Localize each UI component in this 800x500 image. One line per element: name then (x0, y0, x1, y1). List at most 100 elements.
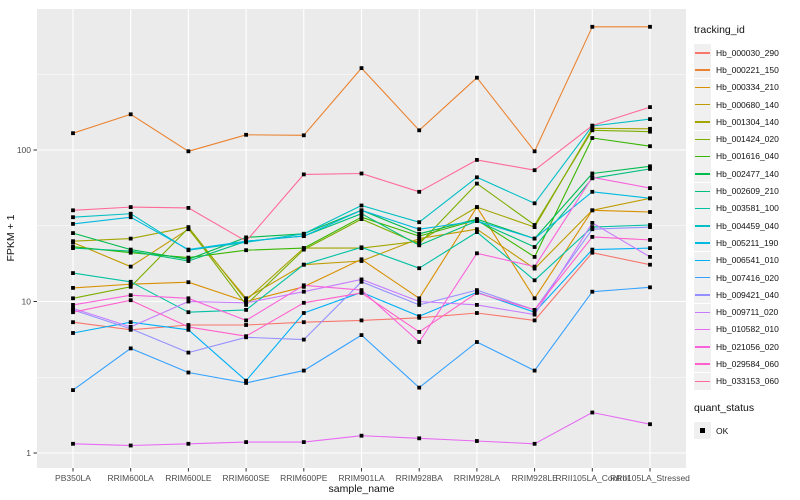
data-point (532, 318, 537, 323)
data-point (244, 303, 248, 307)
x-tick-labels: PB350LA RRIM600LA RRIM600LE RRIM600SE RRIM60… (55, 473, 690, 483)
data-point (186, 206, 191, 210)
x-tick-label: RRIM928LA (454, 473, 501, 483)
data-point (244, 132, 248, 137)
legend-key (694, 234, 711, 252)
data-point (648, 238, 652, 242)
data-point (359, 245, 364, 250)
data-point (475, 340, 479, 344)
data-point (186, 310, 191, 315)
data-point (417, 436, 422, 441)
data-point (128, 205, 133, 209)
data-point (359, 433, 364, 438)
data-point (648, 167, 652, 171)
legend-item-label: Hb_010582_010 (716, 324, 779, 335)
legend-line-swatch-icon (695, 294, 710, 296)
legend-item-label: Hb_000030_290 (716, 47, 779, 58)
data-point (590, 24, 595, 29)
data-point (532, 225, 537, 229)
data-point (71, 215, 75, 220)
legend-key (694, 372, 711, 390)
data-point (244, 239, 248, 244)
data-point (71, 320, 75, 325)
data-point (128, 211, 133, 216)
legend-line-swatch-icon (695, 138, 710, 141)
data-point (301, 368, 306, 373)
data-point (301, 320, 306, 325)
data-point (417, 231, 422, 236)
legend-item-Hb_005211_190: Hb_005211_190 (694, 234, 800, 252)
data-point (590, 189, 595, 194)
data-point (590, 208, 595, 213)
data-point (648, 210, 652, 214)
legend-item-Hb_001304_140: Hb_001304_140 (694, 113, 800, 131)
legend-line-swatch-icon (695, 277, 710, 279)
x-axis-title: sample_name (328, 483, 395, 495)
data-point (475, 227, 479, 232)
data-point (417, 227, 422, 232)
data-point (475, 75, 479, 80)
data-point (532, 255, 537, 259)
legend-key (694, 96, 711, 114)
data-point (301, 283, 306, 288)
data-point (417, 330, 422, 334)
data-point (648, 24, 652, 29)
legend-item-Hb_000030_290: Hb_000030_290 (694, 44, 800, 62)
data-point (417, 303, 422, 307)
data-point (301, 300, 306, 305)
legend-item-Hb_007416_020: Hb_007416_020 (694, 269, 800, 286)
data-point (532, 368, 537, 373)
data-point (71, 239, 75, 244)
legend-item-label: Hb_000680_140 (716, 99, 779, 110)
data-point (186, 350, 191, 355)
data-point (590, 227, 595, 232)
data-point (590, 289, 595, 294)
legend-key (694, 338, 711, 356)
legend-item-Hb_000221_150: Hb_000221_150 (694, 61, 800, 79)
data-point (417, 189, 422, 194)
data-point (71, 246, 75, 250)
data-point (590, 235, 595, 239)
data-point (128, 282, 133, 287)
y-tick-labels: 1 10 100 (17, 145, 31, 458)
data-point (186, 441, 191, 446)
data-point (475, 311, 479, 315)
data-point (128, 284, 133, 289)
data-point (71, 231, 75, 235)
data-point (648, 422, 652, 427)
data-point (359, 66, 364, 70)
legend-item-ok: OK (694, 422, 800, 440)
data-point (71, 131, 75, 136)
data-point (71, 441, 75, 446)
series-points-Hb_009711_020 (71, 221, 652, 329)
legend-line-swatch-icon (695, 380, 710, 383)
legend: tracking_id Hb_000030_290 Hb_000221_150 Hb… (694, 24, 800, 440)
legend-item-label: OK (716, 425, 729, 436)
data-point (244, 298, 248, 303)
data-point (71, 208, 75, 213)
data-point (71, 303, 75, 307)
data-point (648, 186, 652, 190)
data-point (417, 296, 422, 301)
x-tick-label: RRIM600PE (280, 473, 328, 483)
legend-item-Hb_009711_020: Hb_009711_020 (694, 303, 800, 321)
legend-item-label: Hb_029584_060 (716, 358, 779, 369)
legend-line-swatch-icon (695, 86, 710, 89)
data-point (475, 439, 479, 443)
legend-item-Hb_002477_140: Hb_002477_140 (694, 165, 800, 183)
data-point (71, 388, 75, 392)
data-point (301, 262, 306, 267)
data-point (475, 219, 479, 223)
legend-item-label: Hb_006541_010 (716, 255, 779, 266)
series-points-Hb_010582_010 (71, 410, 652, 448)
legend-key (694, 355, 711, 373)
series-points-Hb_005211_190 (71, 189, 652, 252)
legend-line-swatch-icon (695, 52, 710, 54)
x-tick-label: PB350LA (55, 473, 91, 483)
legend-item-Hb_021056_020: Hb_021056_020 (694, 338, 800, 356)
legend-item-label: Hb_002477_140 (716, 168, 779, 179)
data-point (359, 171, 364, 176)
legend-item-Hb_001424_020: Hb_001424_020 (694, 130, 800, 148)
data-point (648, 285, 652, 290)
data-point (590, 247, 595, 252)
